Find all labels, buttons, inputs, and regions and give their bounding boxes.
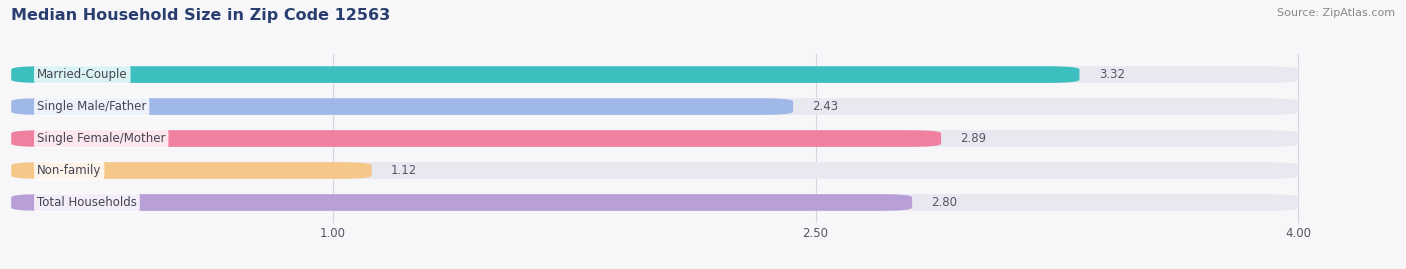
FancyBboxPatch shape (11, 98, 1298, 115)
Text: Single Male/Father: Single Male/Father (37, 100, 146, 113)
FancyBboxPatch shape (11, 162, 371, 179)
FancyBboxPatch shape (11, 98, 793, 115)
Text: 2.80: 2.80 (931, 196, 957, 209)
FancyBboxPatch shape (11, 66, 1298, 83)
Text: 2.89: 2.89 (960, 132, 987, 145)
FancyBboxPatch shape (11, 130, 941, 147)
Text: 1.12: 1.12 (391, 164, 418, 177)
Text: Single Female/Mother: Single Female/Mother (37, 132, 166, 145)
Text: Non-family: Non-family (37, 164, 101, 177)
FancyBboxPatch shape (11, 66, 1080, 83)
Text: Source: ZipAtlas.com: Source: ZipAtlas.com (1277, 8, 1395, 18)
FancyBboxPatch shape (11, 162, 1298, 179)
FancyBboxPatch shape (11, 130, 1298, 147)
Text: Married-Couple: Married-Couple (37, 68, 128, 81)
FancyBboxPatch shape (11, 194, 1298, 211)
Text: Median Household Size in Zip Code 12563: Median Household Size in Zip Code 12563 (11, 8, 391, 23)
Text: 3.32: 3.32 (1098, 68, 1125, 81)
Text: Total Households: Total Households (37, 196, 136, 209)
Text: 2.43: 2.43 (813, 100, 838, 113)
FancyBboxPatch shape (11, 194, 912, 211)
